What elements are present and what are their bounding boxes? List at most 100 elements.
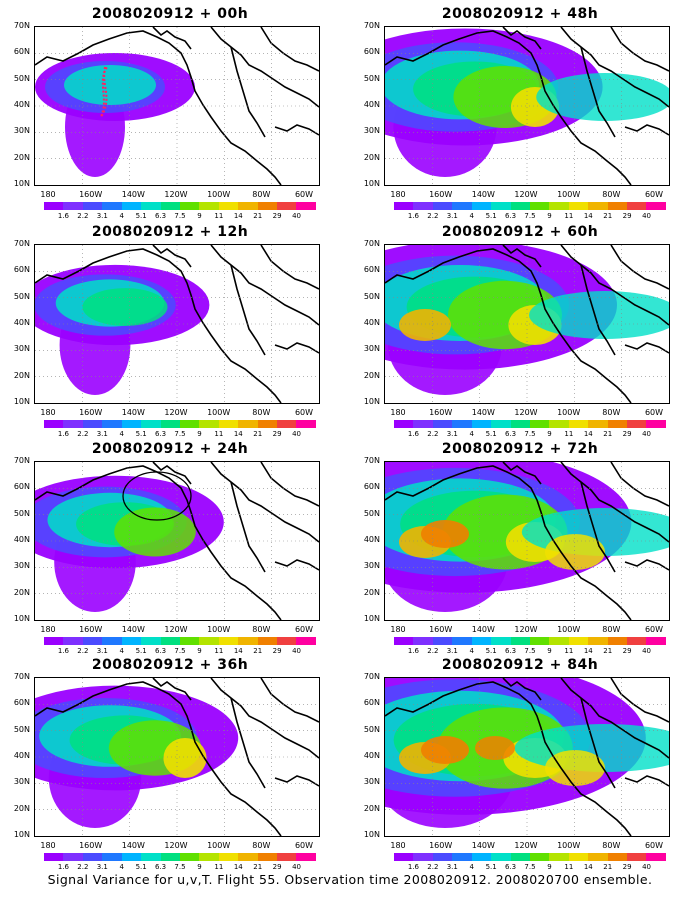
lon-label: 160W <box>429 190 453 199</box>
colorbar-label: 2.2 <box>77 430 89 438</box>
colorbar-label: 9 <box>547 863 552 871</box>
lat-label: 40N <box>363 535 380 544</box>
lat-label: 30N <box>363 344 380 354</box>
colorbar-label: 5.1 <box>485 212 497 220</box>
lat-label: 10N <box>363 179 380 188</box>
colorbar-swatch <box>394 637 414 645</box>
colorbar-label: 14 <box>233 647 243 655</box>
colorbar-swatch <box>63 420 83 428</box>
colorbar-label: 3.1 <box>96 647 108 655</box>
lon-label: 140W <box>121 408 145 417</box>
colorbar-swatch <box>160 420 180 428</box>
colorbar-swatch <box>218 637 239 645</box>
colorbar-label: 4 <box>119 212 124 220</box>
coastlines <box>385 462 669 620</box>
lon-label: 100W <box>207 408 231 417</box>
lon-label: 80W <box>252 190 271 199</box>
map-panel: 2008020912 + 36h 70N 60N 50N 40N 30N 20N 10N 18… <box>0 657 340 875</box>
lon-label: 140W <box>471 841 495 850</box>
gridlines <box>385 27 669 185</box>
panel-title: 2008020912 + 84h <box>441 657 599 673</box>
map-area <box>34 461 320 621</box>
lat-label: 70N <box>363 672 380 681</box>
colorbar-swatch <box>238 420 258 428</box>
colorbar-swatch <box>452 202 472 210</box>
colorbar-swatch <box>529 202 550 210</box>
colorbar-swatch <box>413 202 433 210</box>
colorbar-swatch <box>102 420 122 428</box>
lon-label: 140W <box>121 190 145 199</box>
lon-label: 80W <box>252 408 271 417</box>
map-area <box>34 677 320 837</box>
colorbar-swatch <box>413 420 433 428</box>
colorbar-swatch <box>607 420 628 428</box>
colorbar-swatch <box>141 202 161 210</box>
colorbar-swatch <box>549 637 569 645</box>
map-area <box>34 244 320 404</box>
colorbar-label: 21 <box>253 863 263 871</box>
panel-title: 2008020912 + 60h <box>441 224 599 240</box>
colorbar-swatch <box>257 637 278 645</box>
lat-label: 60N <box>13 482 30 492</box>
gridlines <box>35 245 319 403</box>
colorbar-swatch <box>238 853 258 861</box>
colorbar-label: 9 <box>197 212 202 220</box>
colorbar-swatch <box>82 637 103 645</box>
colorbar-label: 2.2 <box>77 863 89 871</box>
colorbar-swatch <box>471 420 492 428</box>
colorbar-swatch <box>179 420 200 428</box>
colorbar-swatch <box>588 853 608 861</box>
colorbar-label: 5.1 <box>135 863 147 871</box>
colorbar-swatch <box>627 202 647 210</box>
colorbar-label: 6.3 <box>154 430 167 438</box>
colorbar-label: 29 <box>622 430 632 438</box>
colorbar-swatch <box>82 202 103 210</box>
colorbar-label: 14 <box>233 430 243 438</box>
colorbar-label: 4 <box>119 863 124 871</box>
colorbar-label: 6.3 <box>154 212 167 220</box>
colorbar-label: 1.6 <box>407 430 419 438</box>
colorbar-swatch <box>179 202 200 210</box>
colorbar-label: 9 <box>197 863 202 871</box>
lat-label: 70N <box>13 456 30 465</box>
lat-label: 70N <box>13 672 30 681</box>
colorbar-label: 29 <box>272 647 282 655</box>
variance-shading <box>35 264 210 395</box>
colorbar-label: 40 <box>292 863 302 871</box>
lon-label: 80W <box>602 841 621 850</box>
lon-label: 100W <box>557 190 581 199</box>
panel-title: 2008020912 + 24h <box>91 441 249 457</box>
panel-title: 2008020912 + 00h <box>91 6 249 22</box>
colorbar-label: 2.2 <box>427 647 439 655</box>
colorbar-label: 29 <box>622 647 632 655</box>
colorbar-label: 21 <box>253 430 263 438</box>
lon-label: 180 <box>390 408 406 417</box>
colorbar-swatch <box>452 420 472 428</box>
colorbar-swatch <box>277 853 297 861</box>
lon-label: 80W <box>602 625 621 634</box>
colorbar-label: 21 <box>603 863 613 871</box>
colorbar-label: 6.3 <box>504 863 517 871</box>
colorbar-swatch <box>432 202 453 210</box>
colorbar-swatch <box>568 853 589 861</box>
lat-label: 20N <box>363 803 380 813</box>
colorbar-swatch <box>44 637 64 645</box>
lat-label: 50N <box>363 508 380 518</box>
colorbar-label: 11 <box>214 430 224 438</box>
colorbar-label: 21 <box>253 212 263 220</box>
colorbar-label: 29 <box>622 212 632 220</box>
colorbar-swatch <box>296 637 316 645</box>
lat-label: 30N <box>363 777 380 787</box>
lon-label: 80W <box>252 841 271 850</box>
lat-label: 70N <box>363 456 380 465</box>
colorbar-swatch <box>568 202 589 210</box>
lon-label: 140W <box>471 408 495 417</box>
colorbar-label: 1.6 <box>407 647 419 655</box>
coastlines <box>35 678 319 836</box>
colorbar-label: 7.5 <box>174 647 186 655</box>
lon-label: 80W <box>602 190 621 199</box>
colorbar-label: 40 <box>642 863 652 871</box>
lon-label: 180 <box>40 841 56 850</box>
lat-label: 30N <box>13 561 30 571</box>
colorbar-label: 2.2 <box>77 647 89 655</box>
